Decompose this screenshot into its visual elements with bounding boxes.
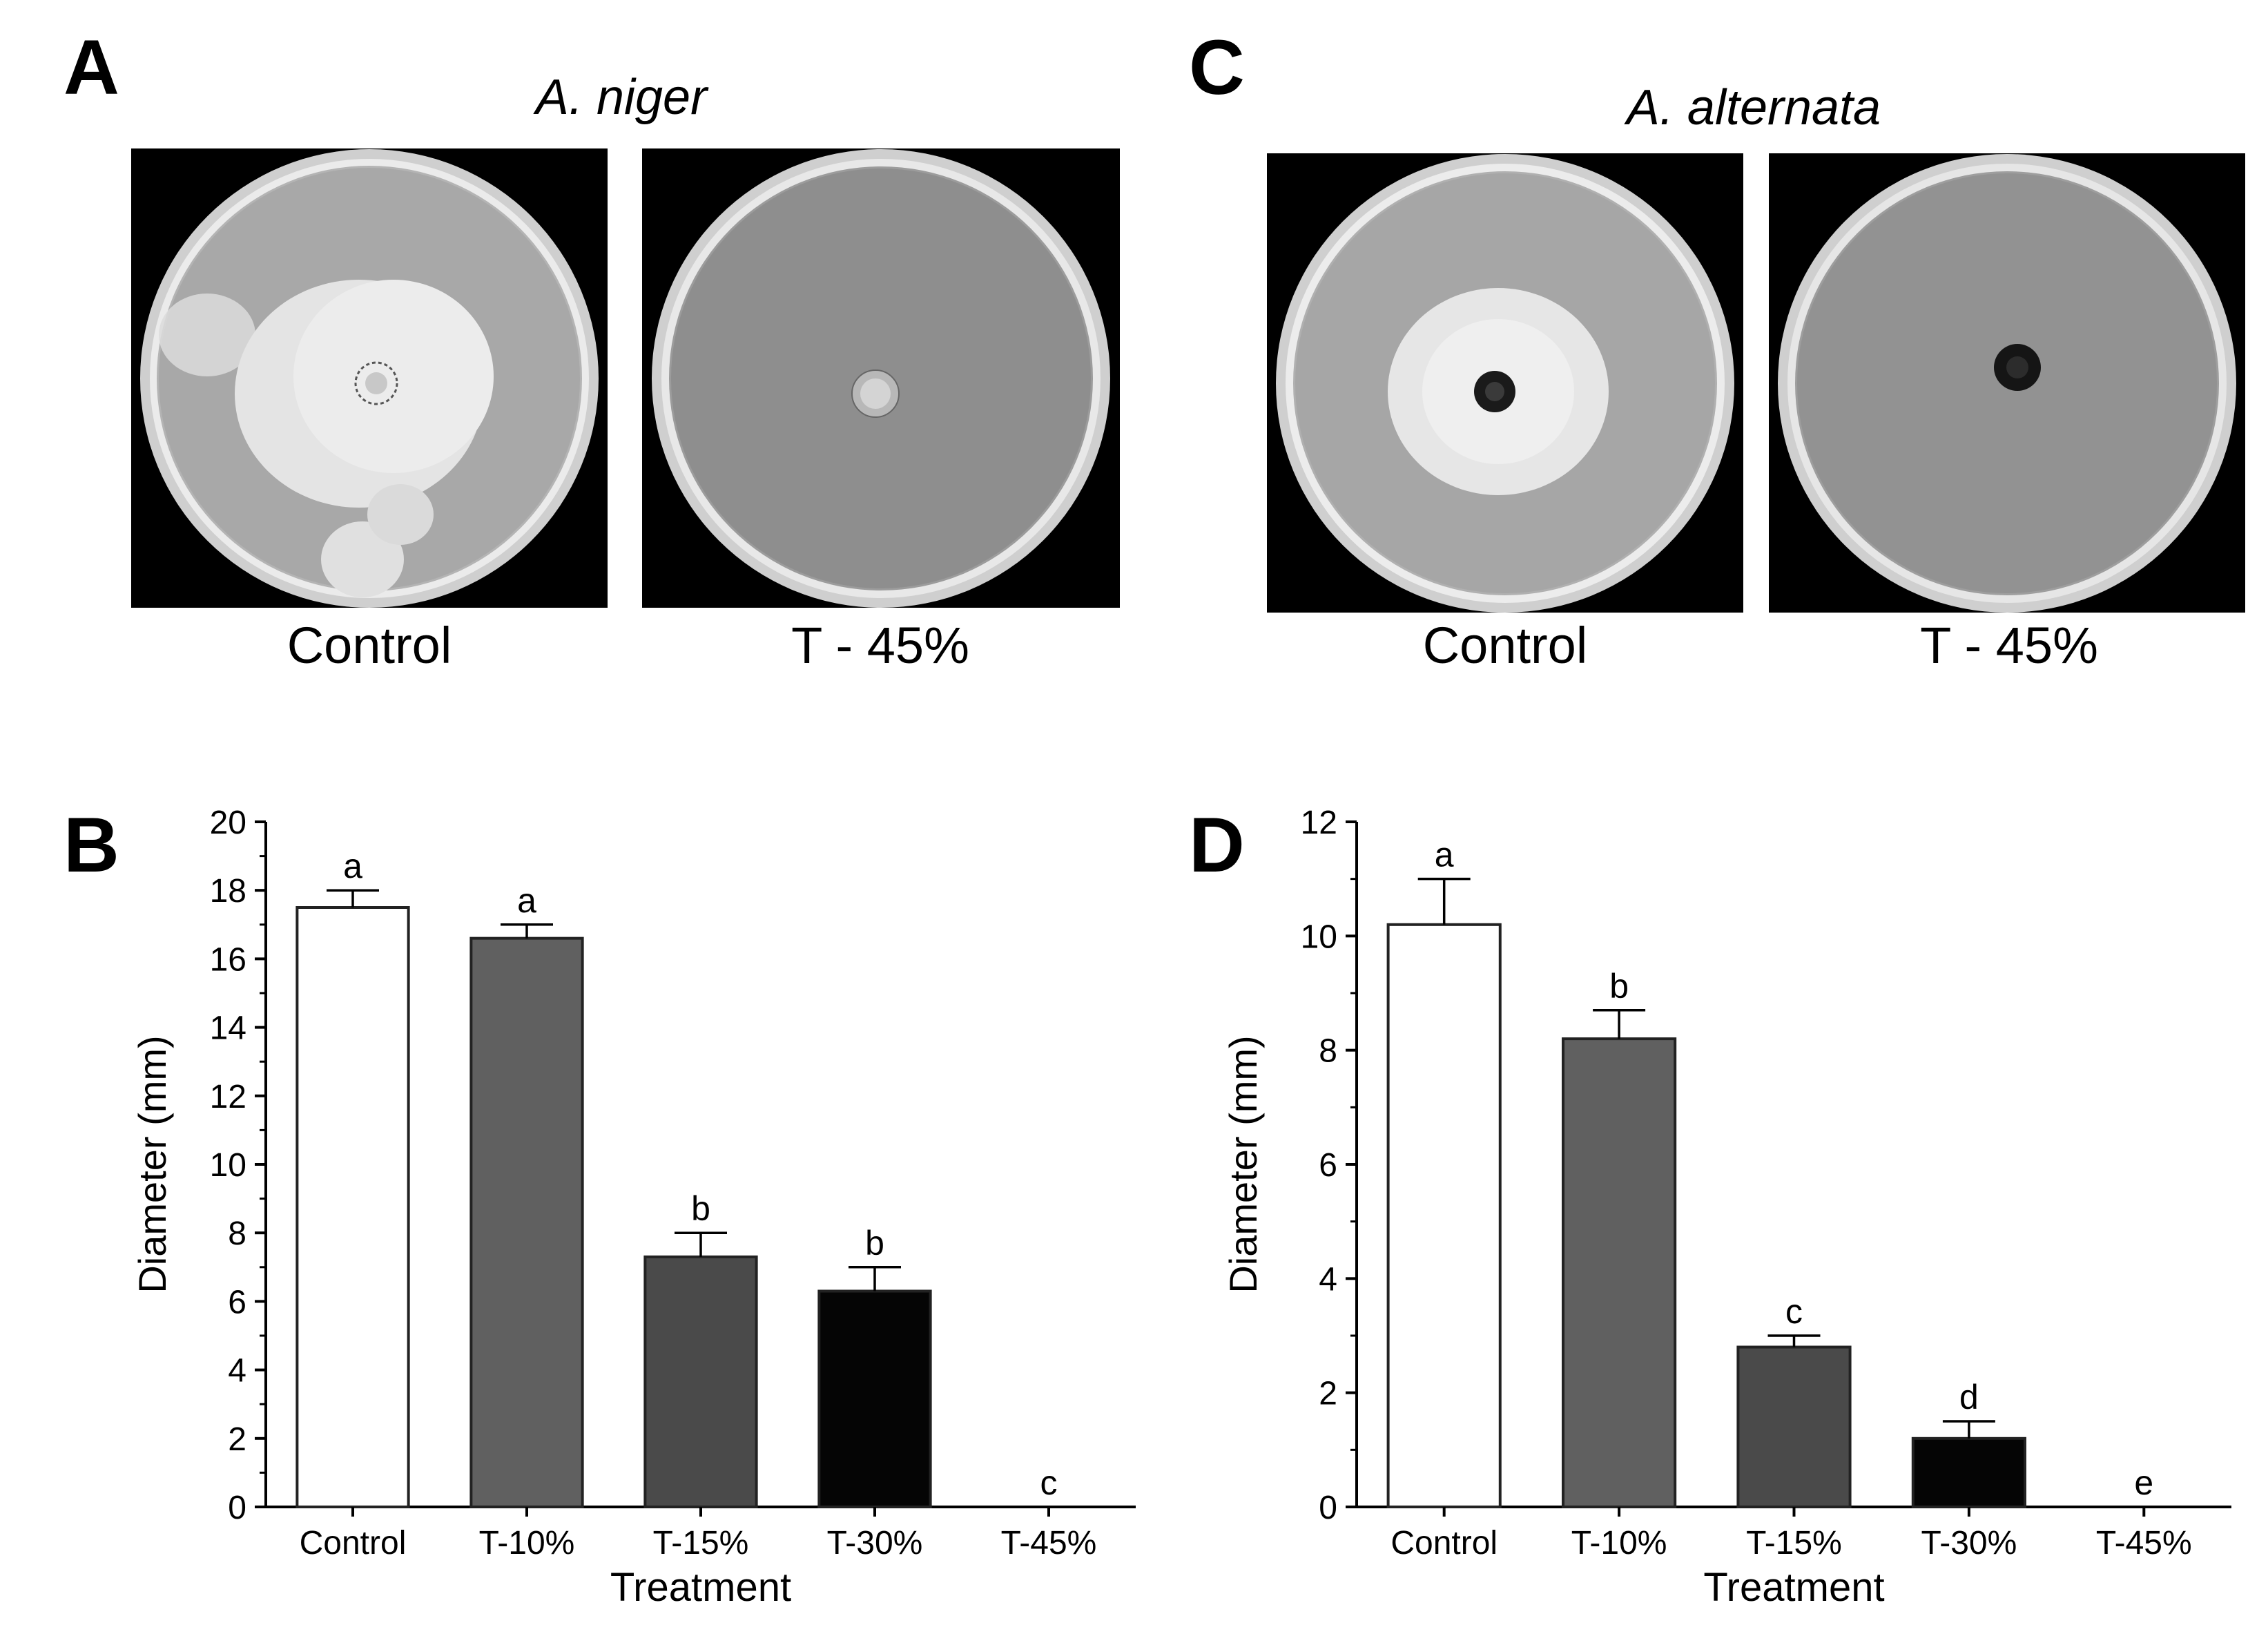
panel-letter-d: D xyxy=(1189,802,1245,888)
x-tick-label: T-30% xyxy=(827,1525,923,1561)
bar xyxy=(643,1255,758,1508)
y-tick-label: 4 xyxy=(228,1353,246,1390)
significance-letter: a xyxy=(1435,836,1454,874)
y-tick-label: 8 xyxy=(228,1215,246,1252)
y-tick-label: 10 xyxy=(210,1147,246,1184)
bar xyxy=(1386,923,1502,1509)
significance-letter: e xyxy=(2134,1463,2153,1502)
y-tick-label: 12 xyxy=(1301,805,1337,841)
significance-letter: b xyxy=(691,1189,710,1228)
significance-letter: b xyxy=(865,1224,884,1262)
y-tick-label: 2 xyxy=(1319,1376,1337,1412)
petri-dish-photo-a-treated xyxy=(642,148,1120,608)
x-tick-label: T-45% xyxy=(2096,1525,2192,1561)
significance-letter: b xyxy=(1609,967,1629,1006)
significance-letter: c xyxy=(1040,1463,1058,1502)
y-tick-label: 6 xyxy=(1319,1147,1337,1184)
significance-letter: a xyxy=(343,847,362,885)
bar xyxy=(1562,1037,1677,1508)
bar-chart-b-svg: 0 2 4 6 8 10 12 14 16 18 20 a Control a T-10% b T-15% b T-… xyxy=(130,805,1136,1610)
x-tick-label: Control xyxy=(300,1525,407,1561)
y-tick-label: 18 xyxy=(210,873,246,910)
petri-dish-photo-a-control xyxy=(131,148,608,608)
y-tick-label: 0 xyxy=(228,1490,246,1526)
y-tick-label: 4 xyxy=(1319,1261,1337,1298)
x-tick-label: T-30% xyxy=(1921,1525,2017,1561)
x-tick-label: T-45% xyxy=(1001,1525,1097,1561)
bar-chart-d: 0 2 4 6 8 10 12 a Control b T-10% c T-15% d T-30% e T-45… xyxy=(1132,794,2268,1634)
bar xyxy=(295,906,410,1508)
y-tick-label: 10 xyxy=(1301,919,1337,955)
y-tick-label: 12 xyxy=(210,1079,246,1115)
x-axis-title: Treatment xyxy=(1703,1565,1884,1610)
species-title-a-niger: A. niger xyxy=(535,70,708,125)
significance-letter: a xyxy=(517,881,536,920)
y-tick-label: 0 xyxy=(1319,1490,1337,1526)
y-tick-label: 2 xyxy=(228,1421,246,1458)
panel-letter-a: A xyxy=(64,24,119,110)
y-axis-title: Diameter (mm) xyxy=(1221,1035,1265,1293)
panel-letter-c: C xyxy=(1189,24,1245,110)
y-tick-label: 16 xyxy=(210,941,246,978)
bar xyxy=(1736,1345,1852,1508)
x-tick-label: T-10% xyxy=(479,1525,575,1561)
x-tick-label: T-15% xyxy=(1746,1525,1842,1561)
bar xyxy=(469,936,584,1508)
species-title-a-alternata: A. alternata xyxy=(1626,80,1881,135)
caption-c-control: Control xyxy=(1422,617,1588,674)
petri-dish-photo-c-treated xyxy=(1769,153,2245,613)
caption-a-treated: T - 45% xyxy=(791,617,969,674)
y-tick-label: 6 xyxy=(228,1284,246,1320)
bar xyxy=(1911,1436,2026,1508)
y-tick-label: 14 xyxy=(210,1010,246,1047)
y-tick-label: 8 xyxy=(1319,1033,1337,1070)
x-tick-label: T-15% xyxy=(653,1525,749,1561)
x-tick-label: Control xyxy=(1390,1525,1498,1561)
x-axis-title: Treatment xyxy=(610,1565,791,1610)
panel-letter-b: B xyxy=(64,802,119,888)
bar-chart-b: 0 2 4 6 8 10 12 14 16 18 20 a Control a T-10% b T-15% b T-… xyxy=(0,794,1136,1634)
petri-dish-photo-c-control xyxy=(1267,153,1743,613)
caption-a-control: Control xyxy=(287,617,452,674)
x-tick-label: T-10% xyxy=(1571,1525,1667,1561)
caption-c-treated: T - 45% xyxy=(1920,617,2098,674)
bar-chart-d-svg: 0 2 4 6 8 10 12 a Control b T-10% c T-15% d T-30% e T-45… xyxy=(1221,805,2231,1610)
y-tick-label: 20 xyxy=(210,805,246,841)
y-axis-title: Diameter (mm) xyxy=(130,1035,174,1293)
significance-letter: c xyxy=(1785,1292,1803,1331)
significance-letter: d xyxy=(1959,1378,1979,1416)
bar xyxy=(817,1289,932,1509)
